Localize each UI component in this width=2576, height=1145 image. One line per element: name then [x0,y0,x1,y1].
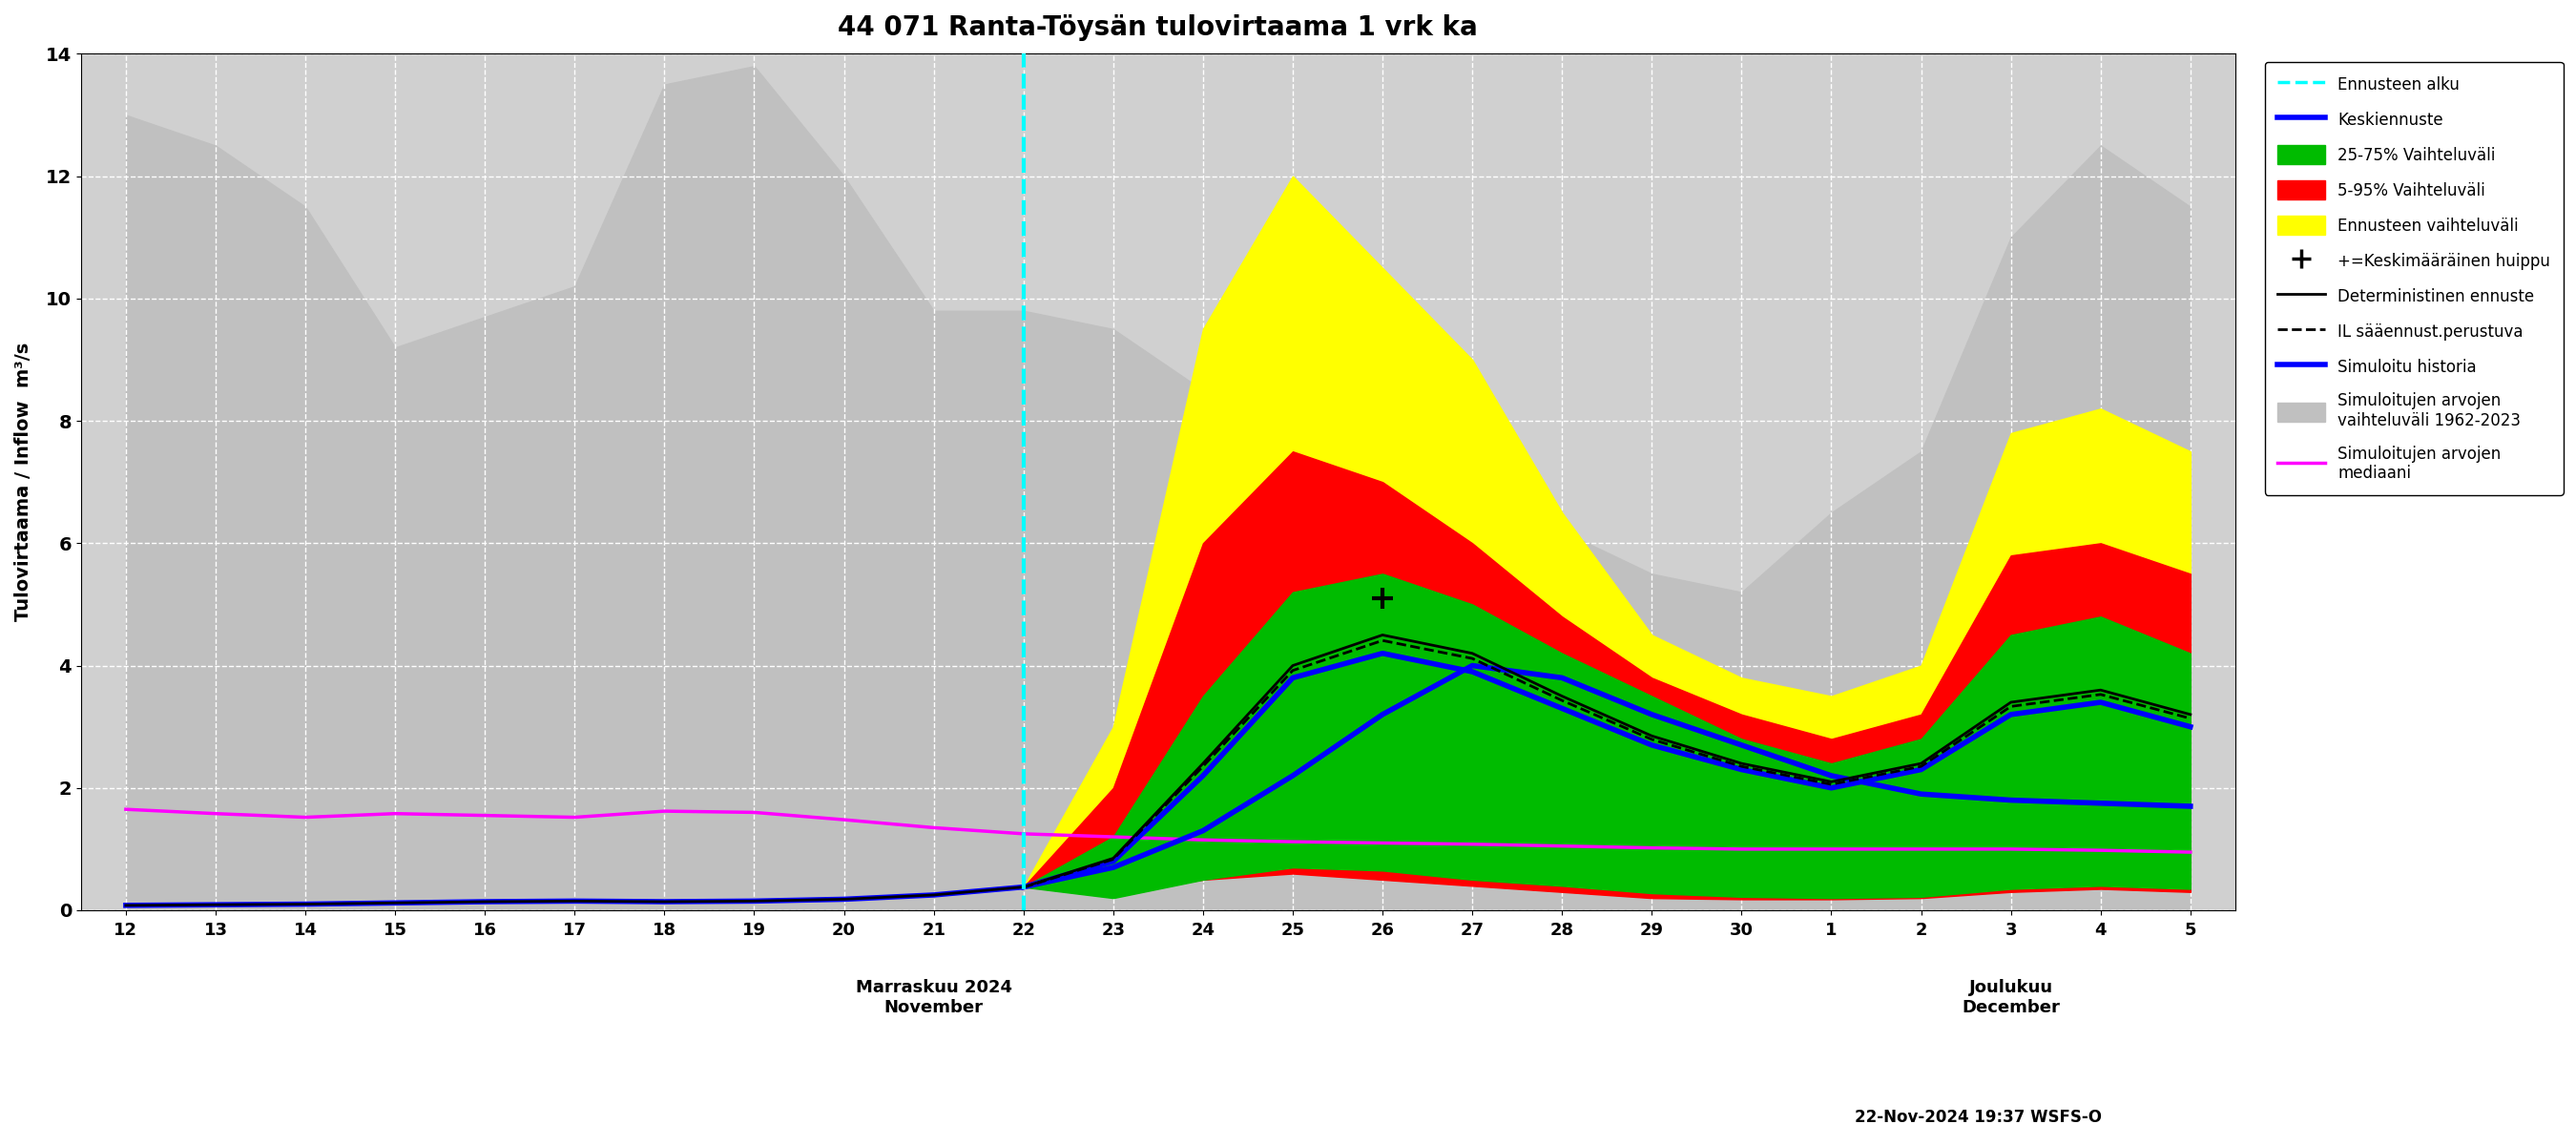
Legend: Ennusteen alku, Keskiennuste, 25-75% Vaihteluväli, 5-95% Vaihteluväli, Ennusteen: Ennusteen alku, Keskiennuste, 25-75% Vai… [2264,62,2563,495]
Text: Joulukuu
December: Joulukuu December [1963,979,2061,1017]
Y-axis label: Tulovirtaama / Inflow  m³/s: Tulovirtaama / Inflow m³/s [15,342,33,622]
Text: 22-Nov-2024 19:37 WSFS-O: 22-Nov-2024 19:37 WSFS-O [1855,1108,2102,1126]
Text: Marraskuu 2024
November: Marraskuu 2024 November [855,979,1012,1017]
Title: 44 071 Ranta-Töysän tulovirtaama 1 vrk ka: 44 071 Ranta-Töysän tulovirtaama 1 vrk k… [837,14,1479,41]
